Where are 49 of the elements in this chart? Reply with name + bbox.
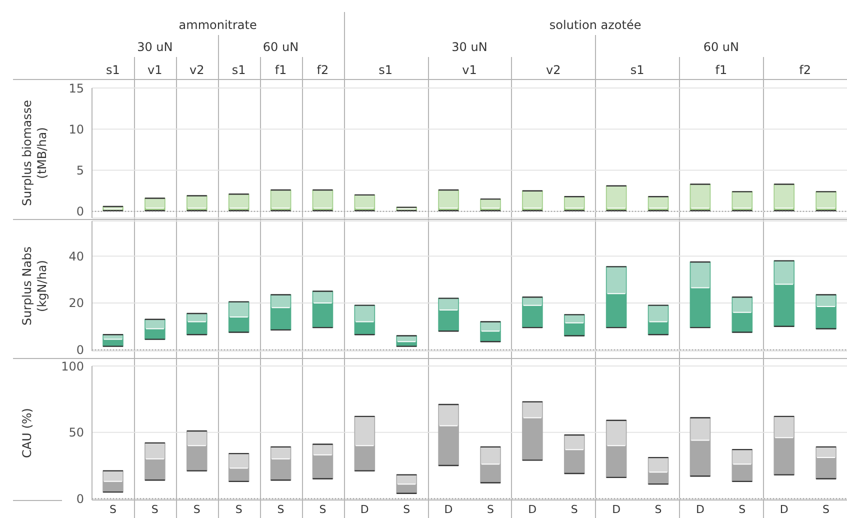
x-tick-label: D: [528, 502, 537, 516]
x-tick-label: S: [193, 502, 200, 516]
text: f2: [316, 63, 329, 77]
x-tick-label: D: [780, 502, 788, 516]
x-tick-label: S: [822, 502, 830, 516]
x-tick-label: S: [654, 502, 662, 516]
text: s1: [630, 63, 644, 77]
y-tick-label: 40: [68, 249, 84, 264]
x-tick-label: D: [696, 502, 704, 516]
x-tick-label: S: [235, 502, 242, 516]
text: ammonitrate: [178, 18, 257, 32]
y-tick-label: 50: [68, 426, 84, 440]
y-axis-title: Surplus Nabs (kgN/ha): [20, 246, 49, 326]
text: s1: [106, 63, 120, 77]
text: v1: [148, 63, 162, 77]
x-tick-label: S: [319, 502, 326, 516]
y-axis-title: CAU (%): [20, 408, 34, 458]
y-tick-label: 0: [76, 343, 84, 358]
text: v2: [546, 63, 561, 77]
x-tick-label: S: [277, 502, 284, 516]
y-tick-label: 20: [68, 296, 84, 310]
text: v2: [189, 63, 204, 77]
text: 60 uN: [262, 40, 299, 54]
text: 60 uN: [703, 40, 740, 54]
x-tick-label: S: [570, 502, 578, 516]
text: 30 uN: [137, 40, 173, 54]
y-tick-label: 100: [61, 359, 84, 374]
text: s1: [232, 63, 246, 77]
text: v1: [462, 63, 477, 77]
x-tick-label: S: [486, 502, 494, 516]
x-tick-label: S: [151, 502, 158, 516]
text: f1: [715, 63, 728, 77]
text: f1: [274, 63, 287, 77]
y-tick-label: 0: [76, 492, 84, 506]
y-axis-title: Surplus biomasse (tMB/ha): [20, 100, 49, 206]
x-tick-label: S: [403, 502, 410, 516]
y-tick-label: 0: [76, 204, 84, 219]
text: solution azotée: [549, 18, 642, 32]
text: s1: [378, 63, 393, 77]
x-tick-label: S: [738, 502, 746, 516]
y-tick-label: 10: [68, 122, 84, 136]
text: 30 uN: [452, 40, 488, 54]
y-tick-label: 5: [76, 164, 84, 178]
y-tick-label: 15: [68, 81, 84, 96]
x-tick-label: S: [109, 502, 116, 516]
x-tick-label: D: [444, 502, 453, 516]
x-tick-label: D: [612, 502, 621, 516]
text: f2: [799, 63, 811, 77]
x-tick-label: D: [360, 502, 369, 516]
